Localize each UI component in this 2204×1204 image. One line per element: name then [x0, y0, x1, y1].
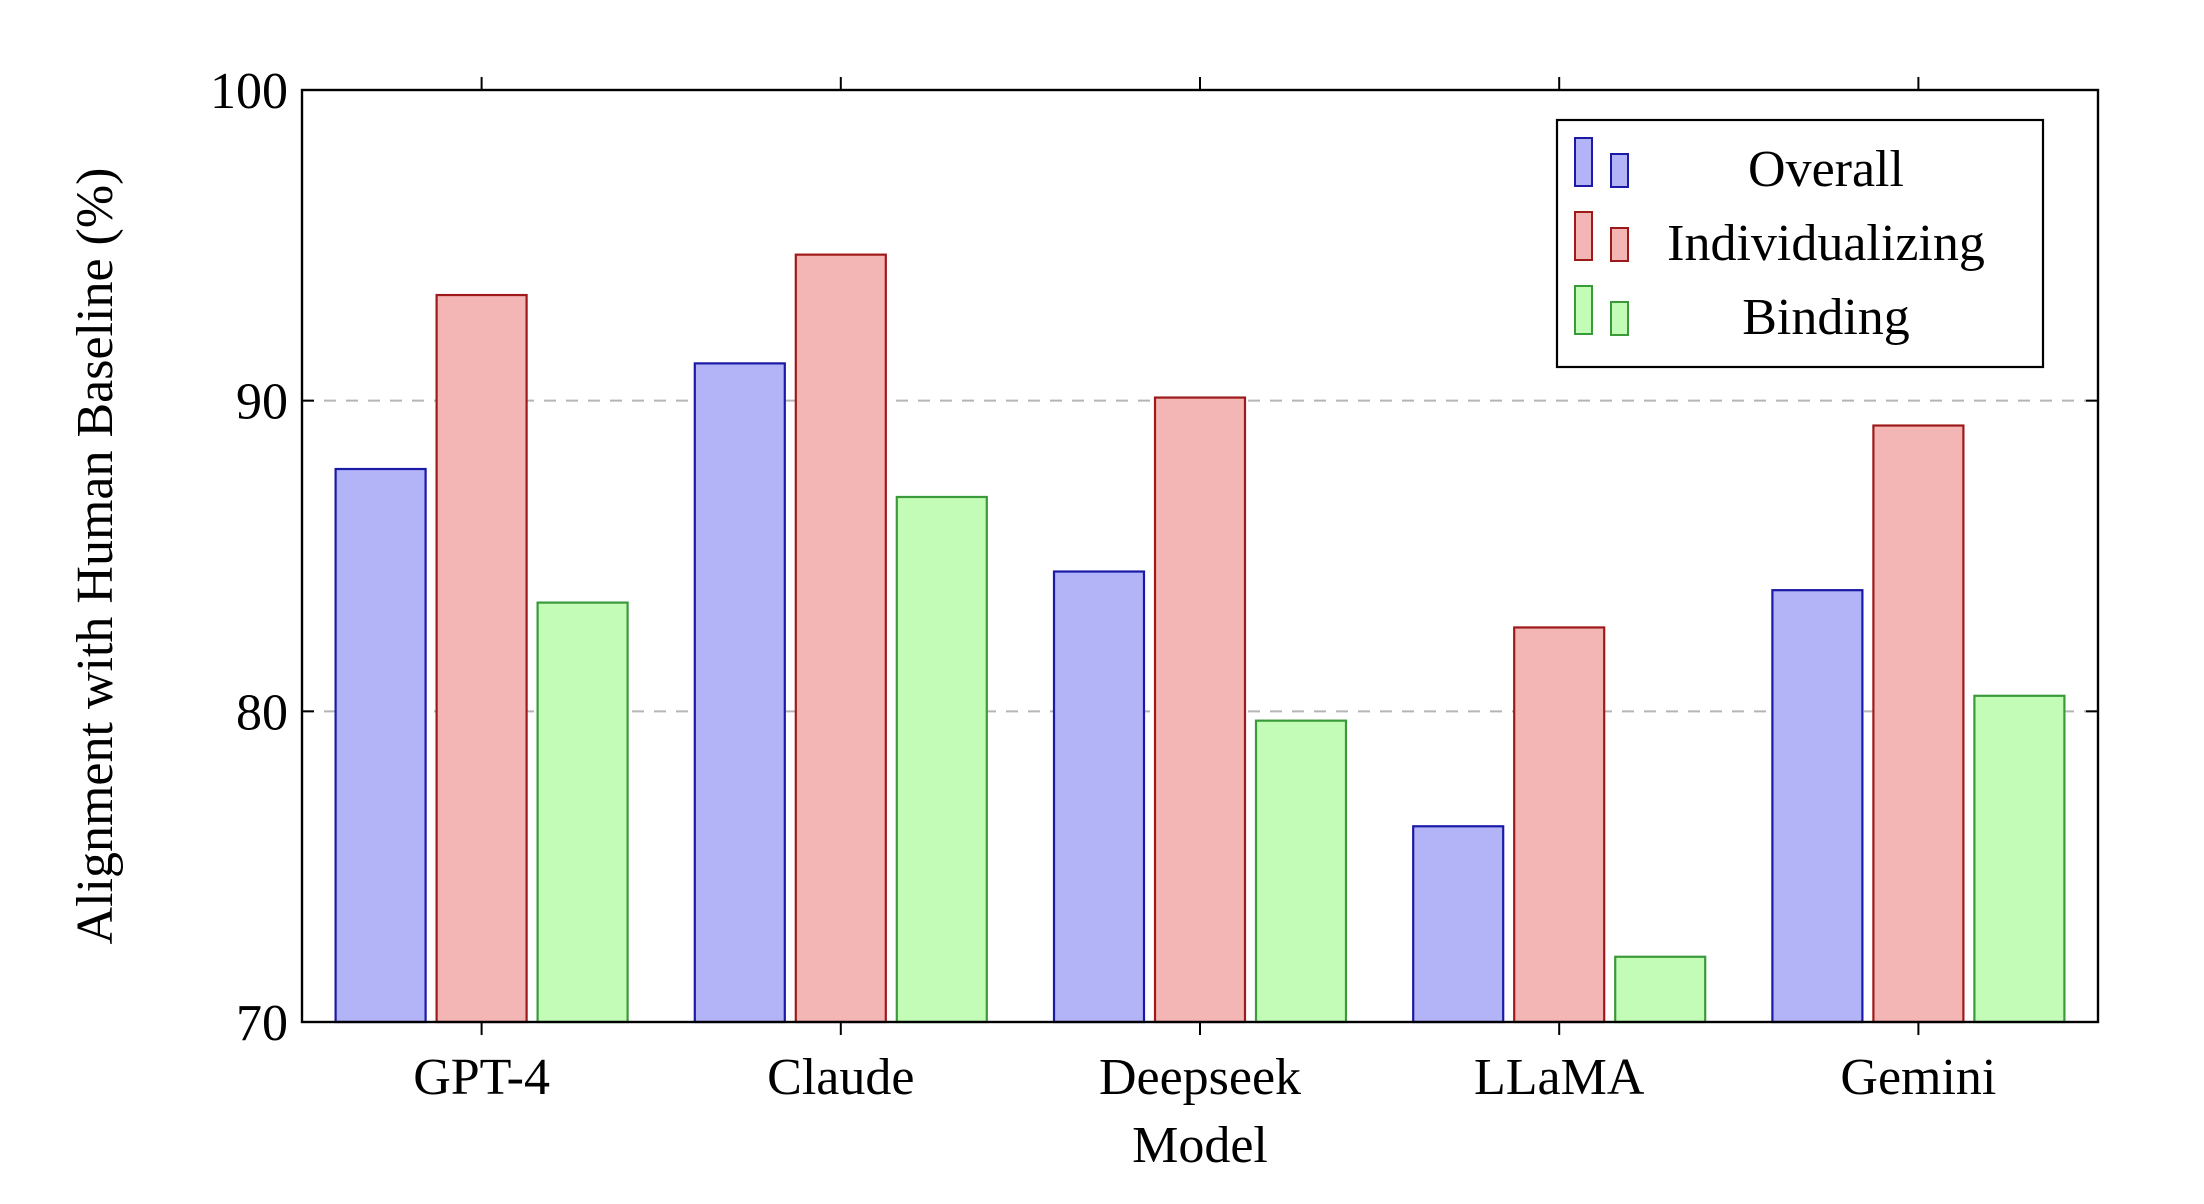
legend-label-overall: Overall	[1748, 141, 1904, 198]
x-tick-label-deepseek: Deepseek	[1099, 1049, 1301, 1106]
bar-deepseek-individualizing	[1153, 396, 1247, 1024]
bar-llama-binding	[1614, 955, 1707, 1024]
legend-label-binding: Binding	[1742, 289, 1910, 346]
legend-swatch-overall	[1574, 137, 1593, 187]
bar-llama-individualizing	[1513, 626, 1606, 1024]
bar-gemini-overall	[1771, 589, 1864, 1024]
legend: Overall Individualizing Binding	[1555, 118, 2045, 369]
bar-gpt-4-binding	[536, 601, 629, 1024]
bar-claude-binding	[895, 495, 988, 1024]
bars	[334, 253, 2066, 1024]
x-tick-label-gpt-4: GPT-4	[413, 1049, 550, 1106]
legend-swatch-small-binding	[1610, 301, 1629, 336]
bar-deepseek-overall	[1052, 570, 1146, 1024]
bar-gemini-binding	[1973, 694, 2066, 1024]
y-tick-label-90: 90	[236, 374, 288, 431]
axis-ticks	[302, 77, 2098, 1035]
legend-swatch-binding	[1574, 285, 1593, 335]
legend-box	[1555, 118, 2045, 369]
legend-label-individualizing: Individualizing	[1667, 215, 1985, 272]
y-axis-title: Alignment with Human Baseline (%)	[67, 168, 124, 945]
y-tick-label-80: 80	[236, 684, 288, 741]
bar-claude-overall	[693, 362, 786, 1024]
bar-claude-individualizing	[794, 253, 887, 1024]
x-tick-label-claude: Claude	[767, 1049, 914, 1106]
legend-swatch-small-individualizing	[1610, 227, 1629, 262]
legend-swatch-individualizing	[1574, 211, 1593, 261]
legend-swatch-small-overall	[1610, 153, 1629, 188]
bar-gpt-4-overall	[334, 467, 427, 1024]
x-tick-label-gemini: Gemini	[1840, 1049, 1996, 1106]
y-tick-label-70: 70	[236, 995, 288, 1052]
bar-llama-overall	[1412, 825, 1505, 1024]
axis-labels: 70 80 90 100 GPT-4 Claude Deepseek LLaMA Gemini M…	[67, 63, 1996, 1174]
y-tick-label-100: 100	[210, 63, 288, 120]
x-tick-label-llama: LLaMA	[1474, 1049, 1645, 1106]
bar-deepseek-binding	[1254, 719, 1348, 1024]
bar-gpt-4-individualizing	[435, 293, 528, 1024]
x-axis-title: Model	[1132, 1117, 1268, 1174]
bar-gemini-individualizing	[1872, 424, 1965, 1024]
